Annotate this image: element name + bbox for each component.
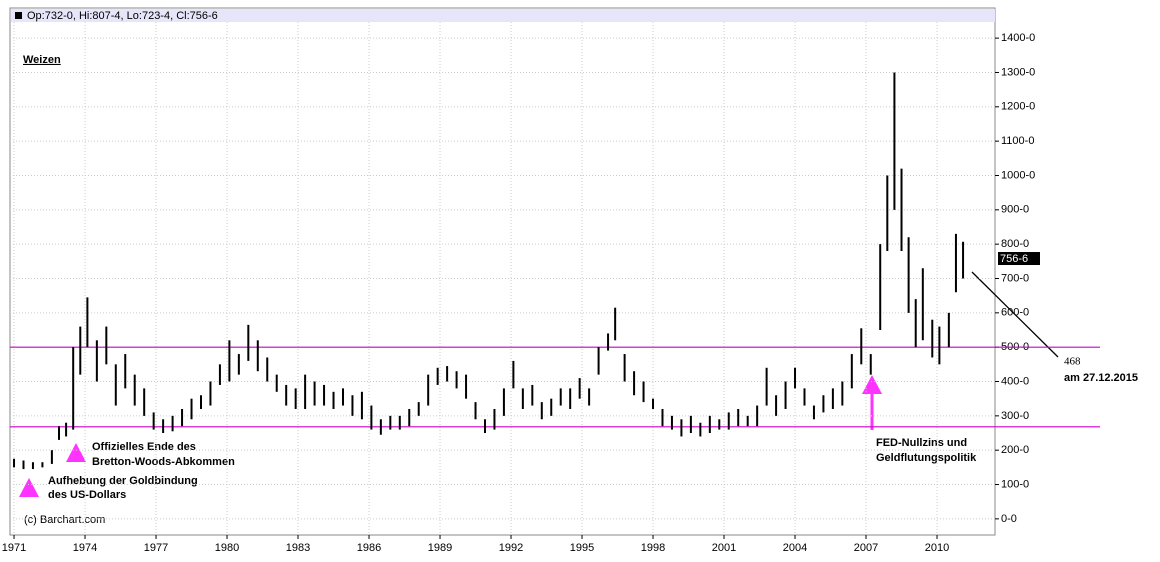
- y-tick-label: 400-0: [1001, 375, 1029, 387]
- y-tick-label: 1300-0: [1001, 66, 1035, 78]
- y-tick-label: 800-0: [1001, 238, 1029, 250]
- marker-triangle: [66, 443, 86, 462]
- y-tick-label: 1100-0: [1001, 135, 1034, 147]
- annotation: Aufhebung der Goldbindung: [48, 475, 198, 487]
- annotation: Bretton-Woods-Abkommen: [92, 456, 235, 468]
- y-tick-label: 200-0: [1001, 444, 1029, 456]
- y-tick-label: 100-0: [1001, 478, 1029, 490]
- y-tick-label: 900-0: [1001, 204, 1029, 216]
- target-date: am 27.12.2015: [1064, 372, 1138, 384]
- annotation: Offizielles Ende des: [92, 441, 196, 453]
- x-tick-label: 1983: [286, 542, 310, 554]
- header-text: Op:732-0, Hi:807-4, Lo:723-4, Cl:756-6: [27, 10, 218, 22]
- x-tick-label: 2007: [854, 542, 878, 554]
- y-tick-label: 700-0: [1001, 272, 1029, 284]
- header-bar: [11, 9, 995, 22]
- annotation: FED-Nullzins und: [876, 437, 967, 449]
- y-tick-label: 1000-0: [1001, 169, 1035, 181]
- last-price-label: 756-6: [1000, 253, 1028, 265]
- plot-frame: [9, 7, 996, 536]
- chart-title: Weizen: [23, 54, 61, 66]
- x-tick-label: 1989: [428, 542, 452, 554]
- x-tick-label: 1998: [641, 542, 665, 554]
- x-tick-label: 2010: [925, 542, 949, 554]
- y-tick-label: 1400-0: [1001, 32, 1035, 44]
- last-price-box: [998, 252, 1040, 266]
- x-tick-label: 2004: [783, 542, 807, 554]
- y-tick-label: 600-0: [1001, 307, 1029, 319]
- target-arrow: [971, 271, 1059, 358]
- x-tick-label: 1977: [144, 542, 168, 554]
- x-tick-label: 1995: [570, 542, 594, 554]
- credit: (c) Barchart.com: [24, 514, 105, 526]
- y-tick-label: 1200-0: [1001, 101, 1035, 113]
- x-tick-label: 1980: [215, 542, 239, 554]
- marker-triangle: [19, 478, 39, 497]
- annotation: Geldflutungspolitik: [876, 452, 977, 464]
- target-value: 468: [1064, 356, 1081, 368]
- y-tick-label: 300-0: [1001, 410, 1029, 422]
- x-tick-label: 2001: [712, 542, 736, 554]
- x-tick-label: 1992: [499, 542, 523, 554]
- x-tick-label: 1986: [357, 542, 381, 554]
- header-icon: [15, 12, 22, 19]
- x-tick-label: 1971: [2, 542, 26, 554]
- annotation: des US-Dollars: [48, 489, 126, 501]
- x-tick-label: 1974: [73, 542, 97, 554]
- marker-triangle: [862, 375, 882, 394]
- y-tick-label: 0-0: [1001, 513, 1017, 525]
